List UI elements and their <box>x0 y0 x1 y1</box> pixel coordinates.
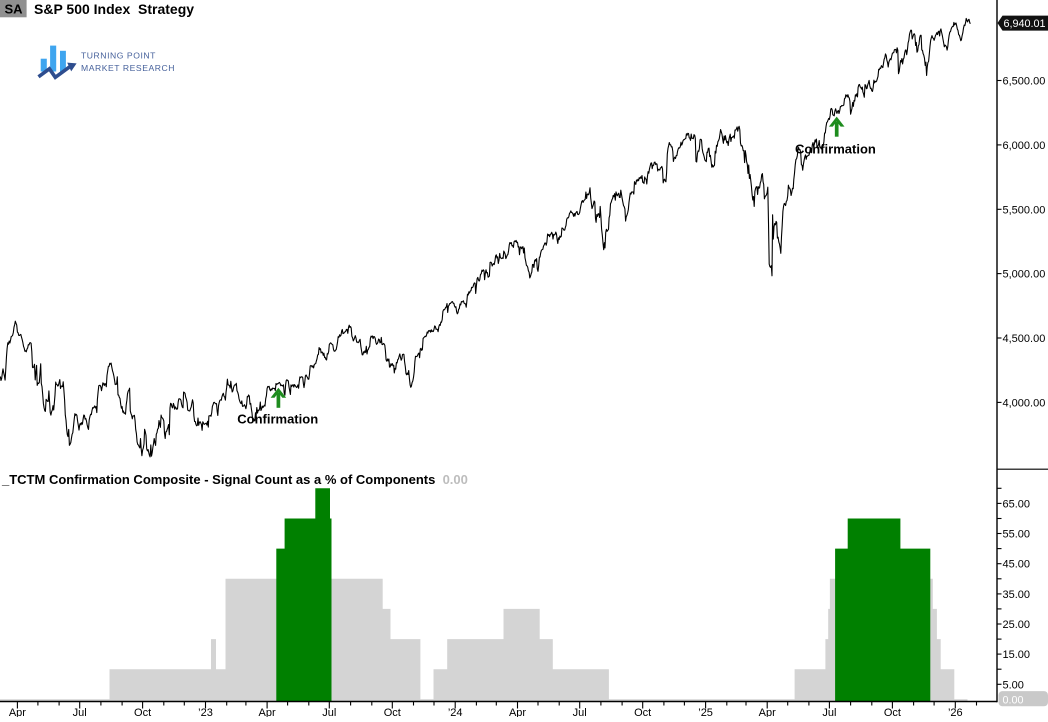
svg-text:Oct: Oct <box>884 707 901 717</box>
svg-text:’25: ’25 <box>698 707 713 717</box>
svg-text:Oct: Oct <box>384 707 401 717</box>
svg-text:Confirmation: Confirmation <box>237 412 318 427</box>
svg-text:35.00: 35.00 <box>1003 589 1031 601</box>
svg-text:Apr: Apr <box>9 707 26 717</box>
svg-text:5.00: 5.00 <box>1003 679 1024 691</box>
svg-text:6,940.01: 6,940.01 <box>1004 18 1046 30</box>
svg-text:15.00: 15.00 <box>1003 649 1031 661</box>
svg-text:6,000.00: 6,000.00 <box>1003 140 1046 152</box>
svg-text:Jul: Jul <box>573 707 587 717</box>
svg-text:TURNING POINT: TURNING POINT <box>81 51 156 61</box>
svg-text:_TCTM Confirmation Composite -: _TCTM Confirmation Composite - Signal Co… <box>1 472 468 487</box>
svg-text:Apr: Apr <box>509 707 526 717</box>
svg-text:SA: SA <box>5 1 24 16</box>
svg-text:Apr: Apr <box>259 707 276 717</box>
svg-text:5,500.00: 5,500.00 <box>1003 204 1046 216</box>
svg-text:4,000.00: 4,000.00 <box>1003 397 1046 409</box>
svg-text:6,500.00: 6,500.00 <box>1003 76 1046 88</box>
svg-text:4,500.00: 4,500.00 <box>1003 333 1046 345</box>
svg-text:MARKET RESEARCH: MARKET RESEARCH <box>81 63 175 73</box>
svg-text:Confirmation: Confirmation <box>795 141 876 156</box>
svg-text:Apr: Apr <box>759 707 776 717</box>
svg-text:0.00: 0.00 <box>1003 694 1024 706</box>
svg-text:Jul: Jul <box>822 707 836 717</box>
svg-text:Jul: Jul <box>322 707 336 717</box>
svg-text:55.00: 55.00 <box>1003 529 1031 541</box>
svg-text:Jul: Jul <box>73 707 87 717</box>
svg-text:’23: ’23 <box>198 707 213 717</box>
svg-text:’24: ’24 <box>448 707 463 717</box>
svg-text:S&P 500 Index Strategy: S&P 500 Index Strategy <box>34 1 194 17</box>
svg-text:65.00: 65.00 <box>1003 498 1031 510</box>
svg-text:25.00: 25.00 <box>1003 619 1031 631</box>
svg-text:Oct: Oct <box>134 707 151 717</box>
svg-text:Oct: Oct <box>634 707 651 717</box>
svg-text:45.00: 45.00 <box>1003 559 1031 571</box>
svg-text:5,000.00: 5,000.00 <box>1003 269 1046 281</box>
svg-text:’26: ’26 <box>948 707 963 717</box>
